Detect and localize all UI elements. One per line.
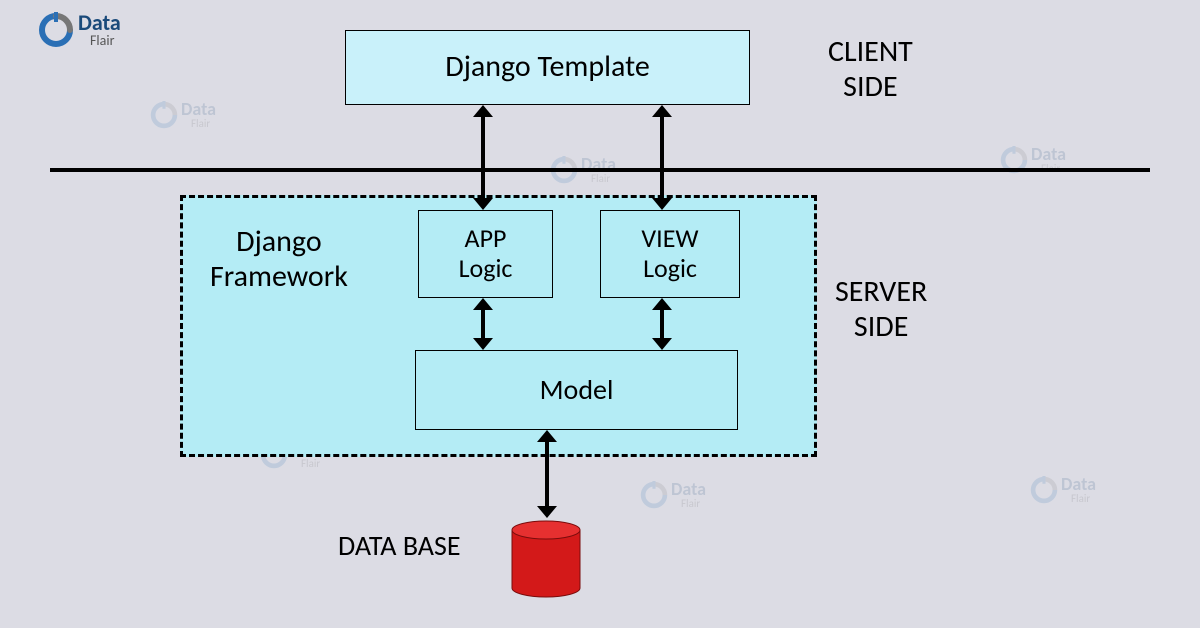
server-side-label: SERVER SIDE (835, 275, 927, 344)
logo-line2: Flair (90, 34, 121, 48)
brand-logo: Data Flair (38, 12, 121, 48)
watermark: DataFlair (640, 480, 706, 509)
database-icon (510, 520, 582, 598)
django-template-box: Django Template (345, 30, 750, 105)
model-box: Model (415, 350, 738, 430)
client-side-label: CLIENT SIDE (828, 35, 913, 104)
database-label: DATA BASE (338, 530, 461, 562)
django-framework-label: Django Framework (210, 225, 348, 294)
app-logic-box: APP Logic (418, 210, 553, 298)
watermark: DataFlair (1030, 475, 1096, 504)
template-to-app-arrow (481, 115, 485, 200)
model-to-db-arrow (545, 440, 549, 508)
logo-icon (38, 12, 74, 48)
logo-line1: Data (78, 12, 121, 34)
view-logic-box: VIEW Logic (600, 210, 740, 298)
client-server-divider (50, 168, 1150, 172)
app-to-model-arrow (481, 308, 485, 340)
watermark: DataFlair (150, 100, 216, 129)
template-to-view-arrow (660, 115, 664, 200)
view-to-model-arrow (660, 308, 664, 340)
